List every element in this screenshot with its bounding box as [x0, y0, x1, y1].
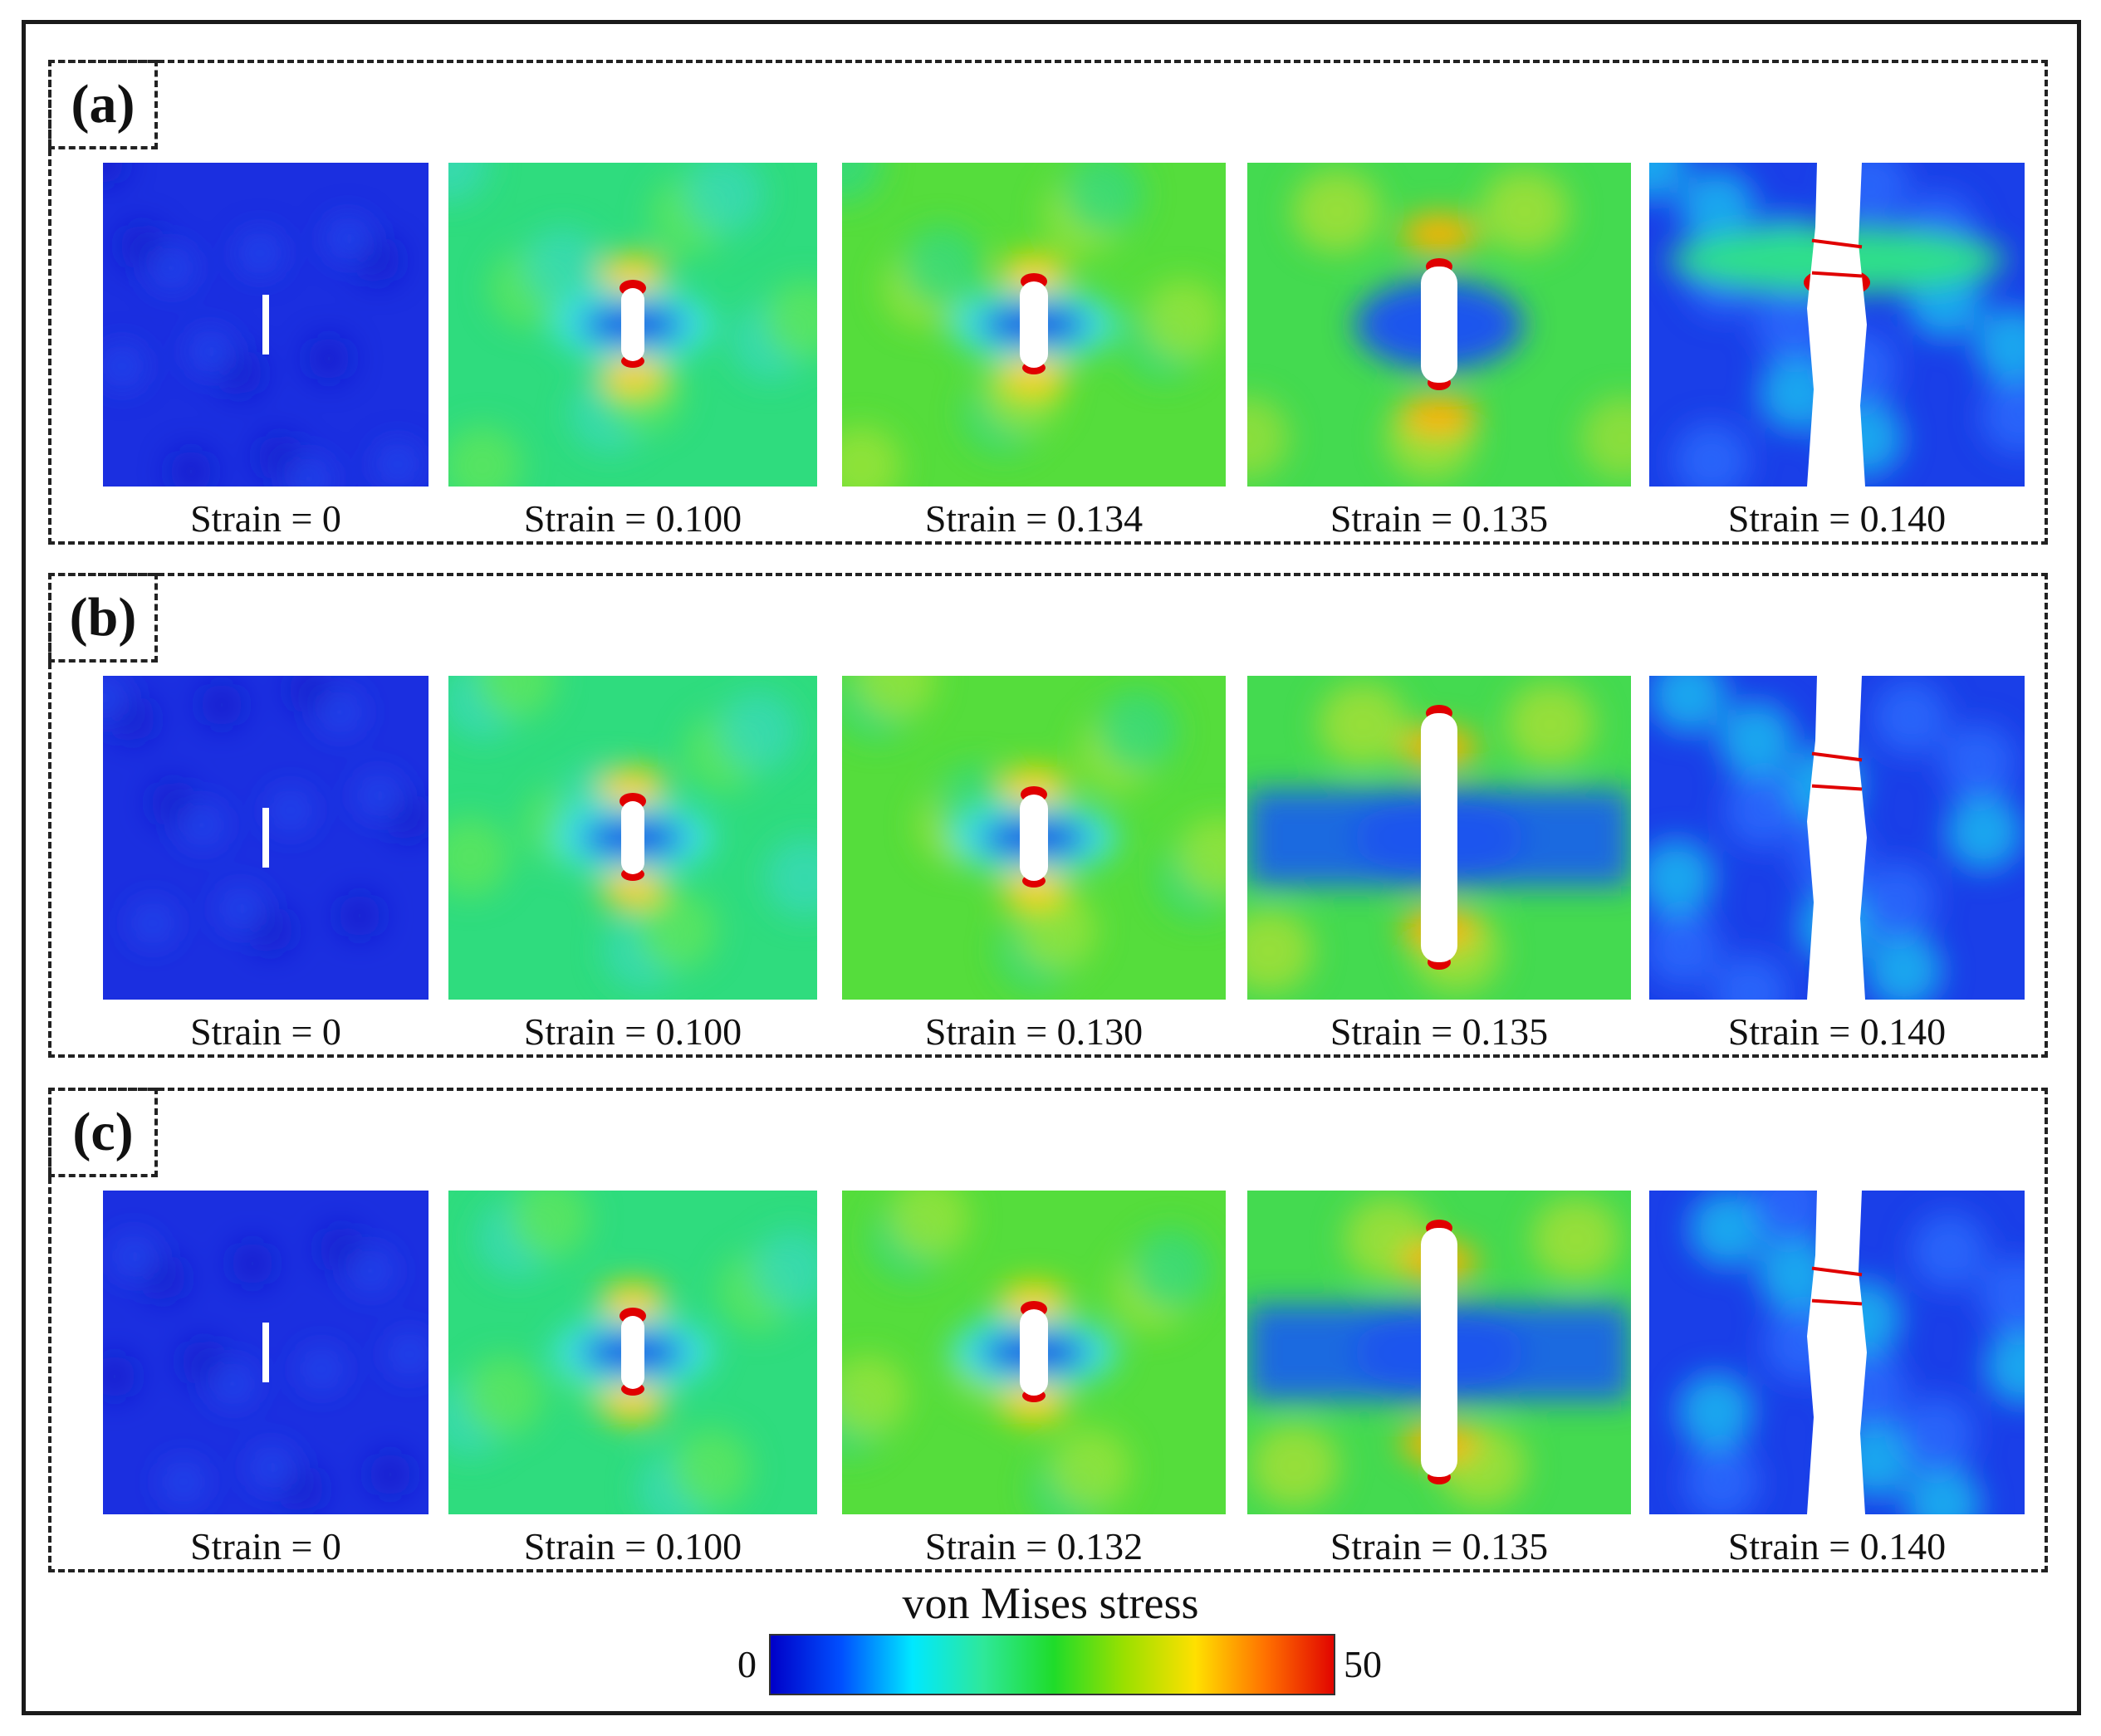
simulation-snapshot: Strain = 0.130 — [842, 676, 1226, 1053]
simulation-snapshot: Strain = 0.140 — [1649, 676, 2025, 1053]
fracture-gap — [1807, 676, 1867, 1000]
strain-caption: Strain = 0.135 — [1330, 497, 1549, 540]
strain-caption: Strain = 0.135 — [1330, 1010, 1549, 1053]
strain-caption: Strain = 0.100 — [523, 1525, 742, 1567]
stress-map-image — [1247, 1191, 1631, 1514]
fracture-gap — [1807, 1191, 1867, 1514]
strain-caption: Strain = 0.135 — [1330, 1525, 1549, 1567]
stress-map-image — [1247, 676, 1631, 1000]
initial-crack — [262, 808, 269, 868]
strain-caption: Strain = 0 — [190, 497, 341, 540]
strain-caption: Strain = 0.100 — [523, 1010, 742, 1053]
bridging-chain — [1811, 271, 1863, 278]
strain-caption: Strain = 0.134 — [924, 497, 1144, 540]
fracture-gap — [1807, 163, 1867, 487]
crack-opening — [1421, 267, 1457, 383]
crack-opening — [1020, 281, 1048, 368]
strain-caption: Strain = 0.140 — [1727, 1010, 1947, 1053]
stress-map-image — [448, 1191, 817, 1514]
crack-opening — [1020, 795, 1048, 881]
simulation-snapshot: Strain = 0.134 — [842, 163, 1226, 540]
strain-caption: Strain = 0.140 — [1727, 497, 1947, 540]
stress-map-image — [448, 676, 817, 1000]
simulation-snapshot: Strain = 0 — [103, 163, 429, 540]
strain-caption: Strain = 0.100 — [523, 497, 742, 540]
bridging-chain — [1811, 751, 1863, 762]
simulation-snapshot: Strain = 0.135 — [1247, 676, 1631, 1053]
colorbar — [769, 1634, 1335, 1695]
initial-crack — [262, 1323, 269, 1382]
panel-label: (b) — [48, 573, 158, 663]
crack-opening — [621, 288, 644, 361]
simulation-snapshot: Strain = 0.135 — [1247, 1191, 1631, 1567]
strain-caption: Strain = 0.132 — [924, 1525, 1144, 1567]
strain-caption: Strain = 0.130 — [924, 1010, 1144, 1053]
stress-map-image — [448, 163, 817, 487]
simulation-snapshot: Strain = 0.100 — [448, 676, 817, 1053]
stress-map-image — [1649, 676, 2025, 1000]
stress-map-image — [842, 163, 1226, 487]
strain-caption: Strain = 0 — [190, 1525, 341, 1567]
legend-title: von Mises stress — [902, 1578, 1199, 1628]
simulation-snapshot: Strain = 0.140 — [1649, 163, 2025, 540]
crack-opening — [1421, 713, 1457, 962]
bridging-chain — [1811, 238, 1863, 249]
stress-map-image — [1247, 163, 1631, 487]
stress-map-image — [103, 676, 429, 1000]
panel-label: (a) — [48, 60, 158, 149]
simulation-snapshot: Strain = 0.100 — [448, 163, 817, 540]
simulation-snapshot: Strain = 0.132 — [842, 1191, 1226, 1567]
panel: (a) Strain = 0 Strain = 0.100 Strain = 0.13… — [48, 60, 2048, 545]
panel-label: (c) — [48, 1088, 158, 1177]
stress-map-image — [842, 1191, 1226, 1514]
strain-caption: Strain = 0.140 — [1727, 1525, 1947, 1567]
panel: (c) Strain = 0 Strain = 0.100 Strain = 0.13… — [48, 1088, 2048, 1572]
colorbar-min-label: 0 — [737, 1643, 757, 1685]
bridging-chain — [1811, 1298, 1863, 1306]
crack-opening — [621, 1316, 644, 1389]
simulation-snapshot: Strain = 0.135 — [1247, 163, 1631, 540]
stress-map-image — [103, 1191, 429, 1514]
bridging-chain — [1811, 1266, 1863, 1277]
stress-map-image — [1649, 1191, 2025, 1514]
stress-map-image — [1649, 163, 2025, 487]
stress-map-image — [103, 163, 429, 487]
colorbar-max-label: 50 — [1344, 1643, 1382, 1685]
crack-opening — [1421, 1228, 1457, 1477]
simulation-snapshot: Strain = 0 — [103, 1191, 429, 1567]
simulation-snapshot: Strain = 0.100 — [448, 1191, 817, 1567]
crack-opening — [621, 801, 644, 874]
panel: (b) Strain = 0 Strain = 0.100 Strain = 0.13… — [48, 573, 2048, 1058]
figure-frame — [22, 20, 2081, 1715]
simulation-snapshot: Strain = 0 — [103, 676, 429, 1053]
bridging-chain — [1811, 784, 1863, 791]
initial-crack — [262, 295, 269, 355]
simulation-snapshot: Strain = 0.140 — [1649, 1191, 2025, 1567]
crack-opening — [1020, 1309, 1048, 1396]
strain-caption: Strain = 0 — [190, 1010, 341, 1053]
stress-map-image — [842, 676, 1226, 1000]
